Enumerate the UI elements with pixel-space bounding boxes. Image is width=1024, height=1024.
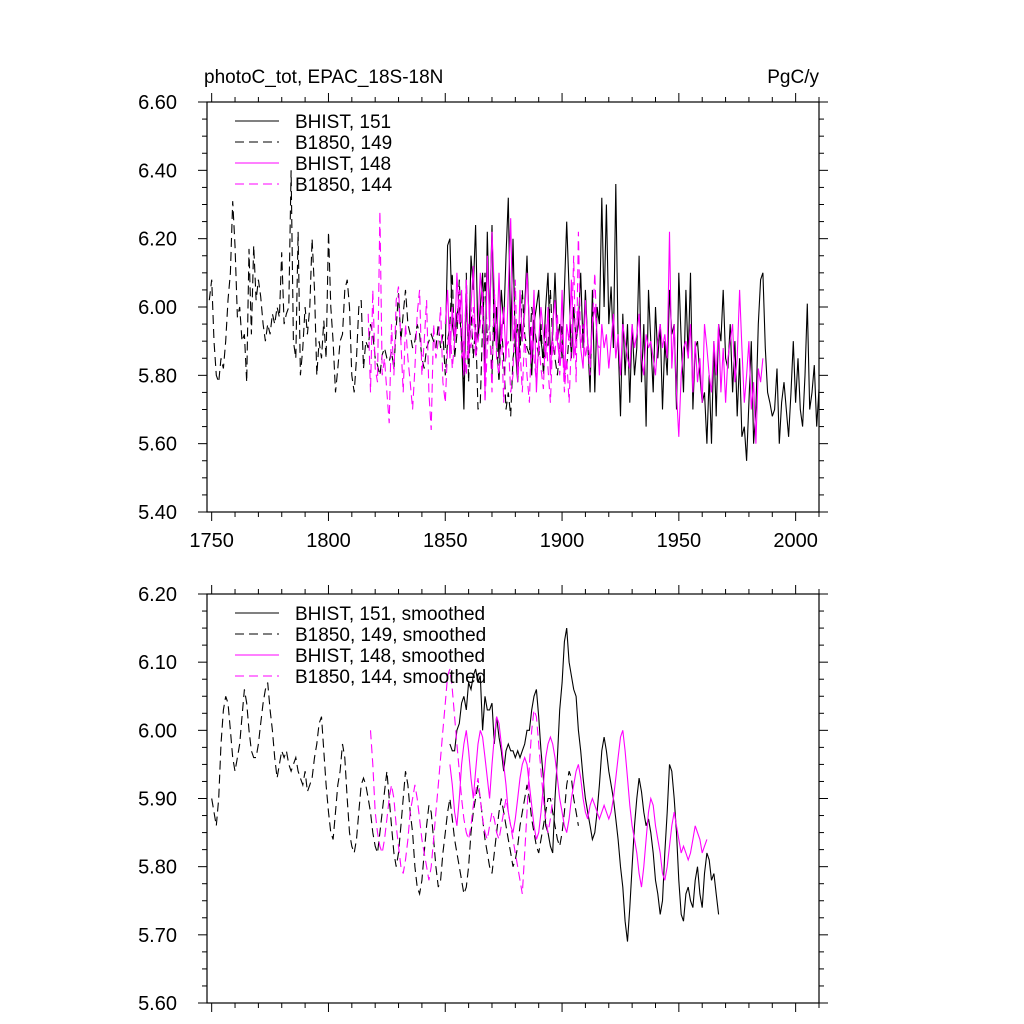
chart-title: photoC_tot, EPAC_18S-18N — [204, 67, 443, 88]
x-tick-label: 1800 — [306, 530, 351, 552]
series-line-1 — [211, 682, 579, 897]
x-tick-label: 1950 — [657, 530, 702, 552]
y-tick-label: 6.00 — [138, 720, 177, 742]
panel-top: 1750 1800 1850 1900 1950 2000 5.40 5.60 5.80 6.00… — [138, 92, 828, 552]
x-tick-label: 1750 — [189, 530, 234, 552]
legend-label-0: BHIST, 151, smoothed — [295, 604, 485, 625]
x-tick-label: 1900 — [540, 530, 585, 552]
legend-label-1: B1850, 149 — [295, 133, 392, 154]
y-tick-label: 5.40 — [138, 502, 177, 524]
y-tick-label: 6.10 — [138, 652, 177, 674]
legend-label-3: B1850, 144 — [295, 175, 393, 196]
legend-label-0: BHIST, 151 — [295, 112, 391, 133]
series-line-3 — [369, 668, 554, 894]
units-label: PgC/y — [767, 67, 819, 88]
series-line-3 — [367, 211, 600, 431]
legend-label-3: B1850, 144, smoothed — [295, 667, 486, 688]
series-line-2 — [449, 716, 708, 888]
y-tick-label: 5.60 — [138, 434, 177, 456]
y-tick-label: 5.60 — [138, 993, 177, 1015]
panel-bottom: 5.60 5.70 5.80 5.90 6.00 6.10 6.20 BHIST, 151, … — [138, 584, 828, 1015]
y-tick-label: 5.80 — [138, 365, 177, 387]
y-tick-label: 6.60 — [138, 92, 177, 114]
series-line-0 — [444, 183, 819, 461]
legend-label-2: BHIST, 148 — [295, 154, 391, 175]
y-tick-label: 6.20 — [138, 584, 177, 606]
y-tick-label: 5.70 — [138, 925, 177, 947]
y-tick-label: 6.00 — [138, 297, 177, 319]
legend-label-1: B1850, 149, smoothed — [295, 625, 486, 646]
y-tick-label: 5.80 — [138, 857, 177, 879]
y-tick-label: 5.90 — [138, 789, 177, 811]
y-tick-label: 6.40 — [138, 160, 177, 182]
y-tick-label: 6.20 — [138, 229, 177, 251]
series-line-2 — [444, 218, 764, 444]
series-line-0 — [449, 628, 720, 942]
x-tick-label: 1850 — [423, 530, 468, 552]
legend-label-2: BHIST, 148, smoothed — [295, 646, 485, 667]
x-tick-label: 2000 — [773, 530, 818, 552]
